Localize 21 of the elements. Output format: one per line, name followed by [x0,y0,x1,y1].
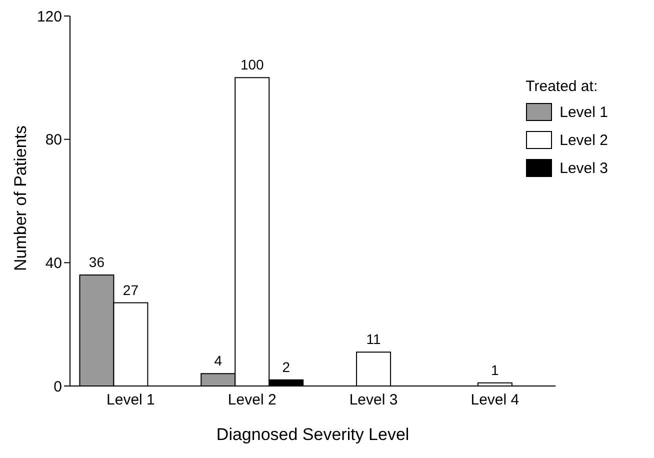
y-tick-label: 80 [45,132,62,149]
legend-label: Level 3 [560,160,608,176]
x-tick-label: Level 4 [470,392,520,409]
data-label: 1 [491,362,500,378]
data-label: 27 [122,282,139,298]
y-tick-label: 0 [54,378,62,396]
x-tick-label: Level 3 [349,392,398,409]
data-label: 4 [214,352,222,369]
y-tick-label: 120 [36,8,62,26]
x-axis-title: Diagnosed Severity Level [216,425,410,444]
x-tick-label: Level 2 [228,392,276,409]
data-label: 2 [282,358,290,375]
data-label: 36 [88,254,105,270]
y-axis-title: Number of Patients [11,125,30,271]
legend-title: Treated at: [526,78,599,95]
y-tick-label: 40 [45,254,62,272]
data-label: 11 [366,331,381,348]
x-tick-label: Level 1 [106,392,155,409]
legend-label: Level 2 [560,132,608,148]
data-label: 100 [240,56,264,73]
legend-label: Level 1 [560,104,608,120]
